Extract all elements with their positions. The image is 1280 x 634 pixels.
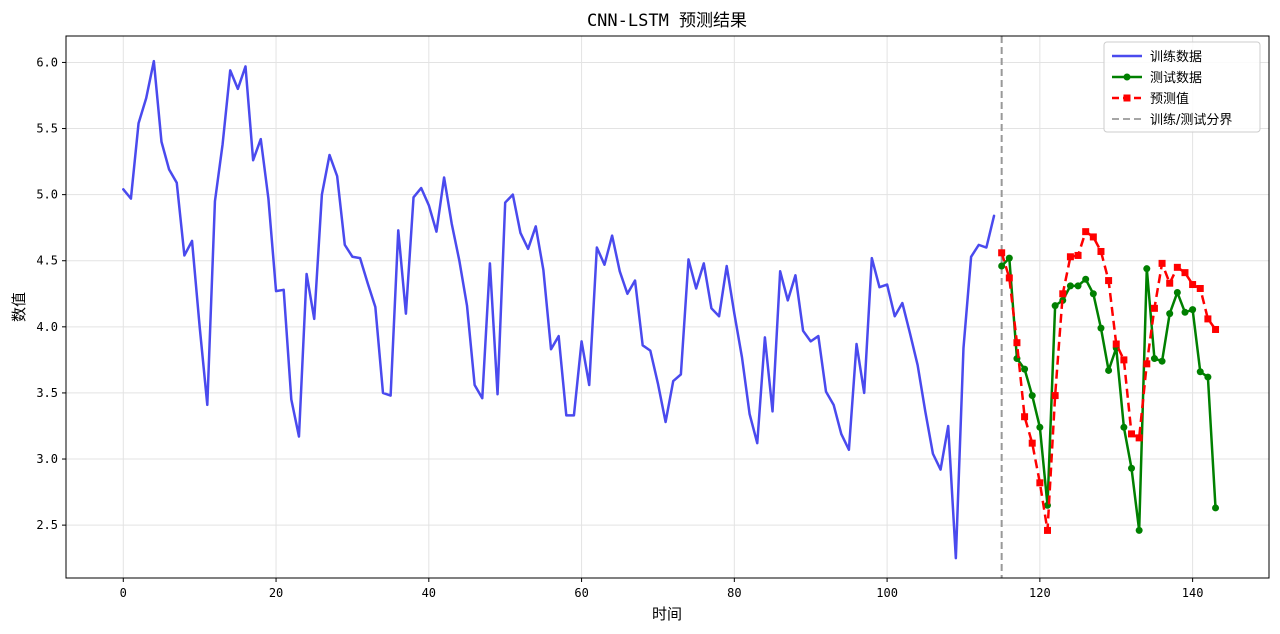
y-tick-label: 2.5 (36, 518, 58, 532)
x-tick-label: 120 (1029, 586, 1051, 600)
y-tick-label: 4.0 (36, 320, 58, 334)
data-point (1135, 434, 1143, 442)
data-point (1166, 279, 1174, 287)
data-point (1105, 366, 1113, 374)
series-1-line (122, 59, 996, 560)
y-axis-label: 数值 (10, 292, 28, 322)
data-point (1150, 304, 1158, 312)
data-point (1135, 526, 1143, 534)
data-point (1028, 392, 1036, 400)
chart-title: CNN-LSTM 预测结果 (587, 11, 747, 31)
y-tick-label: 6.0 (36, 55, 58, 69)
x-tick-label: 140 (1182, 586, 1204, 600)
data-point (1074, 251, 1082, 259)
data-point (1105, 277, 1113, 285)
data-point (1043, 526, 1051, 534)
data-point (1089, 233, 1097, 241)
legend-label: 训练/测试分界 (1150, 113, 1232, 128)
x-tick-label: 40 (422, 586, 436, 600)
data-point (1059, 290, 1067, 298)
y-tick-label: 5.0 (36, 188, 58, 202)
data-point (1074, 282, 1082, 290)
x-tick-label: 80 (727, 586, 741, 600)
legend-label: 预测值 (1150, 91, 1189, 107)
data-point (1158, 259, 1166, 267)
y-tick-label: 4.5 (36, 254, 58, 268)
series-2 (998, 254, 1220, 534)
data-point (1143, 360, 1151, 368)
data-point (1089, 290, 1097, 298)
legend-label: 训练数据 (1150, 50, 1202, 65)
data-point (1158, 357, 1166, 365)
data-point (998, 262, 1006, 270)
data-point (1204, 315, 1212, 323)
x-axis-label: 时间 (652, 605, 682, 623)
y-tick-label: 3.5 (36, 386, 58, 400)
y-tick-label: 5.5 (36, 122, 58, 136)
data-point (1112, 340, 1120, 348)
data-point (1181, 308, 1189, 316)
data-point (1143, 265, 1151, 273)
data-point (1036, 423, 1044, 431)
data-point (1189, 306, 1197, 314)
x-tick-label: 100 (876, 586, 898, 600)
legend-item: 预测值 (1112, 91, 1189, 107)
y-tick-label: 3.0 (36, 452, 58, 466)
data-point (998, 249, 1006, 257)
data-point (1097, 247, 1105, 255)
data-point (1051, 302, 1059, 310)
legend-item: 测试数据 (1112, 71, 1202, 86)
data-point (1166, 310, 1174, 318)
legend-item: 训练/测试分界 (1112, 113, 1232, 128)
data-point (1082, 228, 1090, 236)
legend-swatch-marker (1123, 94, 1131, 102)
plot-frame (65, 35, 1270, 579)
data-point (1120, 423, 1128, 431)
data-point (1181, 269, 1189, 277)
data-point (1005, 274, 1013, 282)
data-point (1013, 339, 1021, 347)
data-point (1212, 504, 1220, 512)
data-point (1051, 392, 1059, 400)
data-point (1120, 356, 1128, 364)
data-point (1036, 479, 1044, 487)
legend-label: 测试数据 (1150, 71, 1202, 86)
data-point (1082, 275, 1090, 283)
x-tick-label: 20 (269, 586, 283, 600)
data-point (1028, 439, 1036, 447)
data-point (1128, 430, 1136, 438)
data-point (1005, 254, 1013, 262)
series-3-line (1000, 230, 1217, 532)
series-layer (122, 59, 1220, 560)
legend-box (1103, 41, 1261, 133)
x-tick-label: 60 (574, 586, 588, 600)
data-point (1128, 464, 1136, 472)
series-1 (122, 59, 996, 560)
data-point (1204, 373, 1212, 381)
x-tick-label: 0 (120, 586, 127, 600)
data-point (1173, 263, 1181, 271)
data-point (1196, 368, 1204, 376)
series-3 (998, 228, 1220, 534)
data-point (1173, 288, 1181, 296)
grid-layer (66, 36, 1269, 578)
ticks-layer: 0 20 40 60 80 100 120 140 2.5 3.0 3.5 4.0 4.5 5.0 5.5 6… (36, 55, 1203, 600)
data-point (1189, 281, 1197, 289)
legend-swatch-marker (1123, 73, 1131, 81)
data-point (1066, 253, 1074, 261)
data-point (1021, 413, 1029, 421)
data-point (1196, 284, 1204, 292)
data-point (1212, 325, 1220, 333)
data-point (1066, 282, 1074, 290)
data-point (1150, 355, 1158, 363)
legend-item: 训练数据 (1112, 50, 1202, 65)
data-point (1021, 365, 1029, 373)
data-point (1097, 324, 1105, 332)
